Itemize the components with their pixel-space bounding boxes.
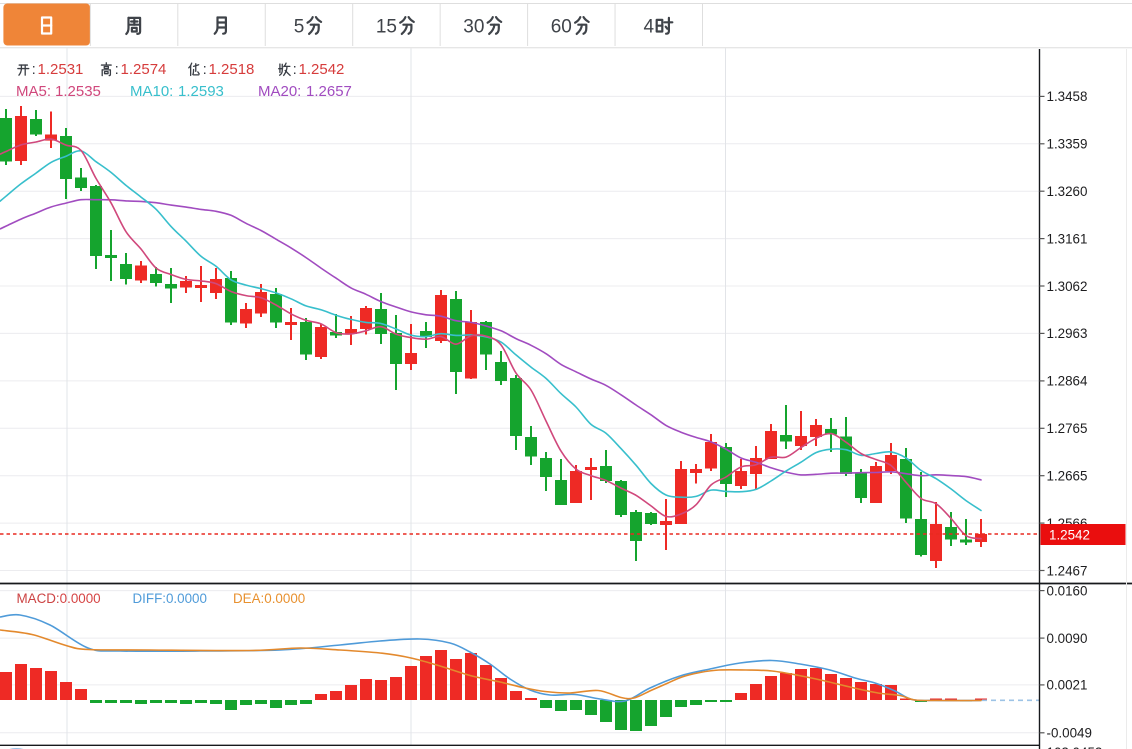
svg-text:0: 0	[561, 16, 572, 37]
svg-text:5: 5	[294, 16, 305, 37]
svg-text:1.3359: 1.3359	[1047, 137, 1088, 152]
svg-text::: :	[32, 61, 36, 78]
svg-text::: :	[203, 61, 207, 78]
svg-text:1.2467: 1.2467	[1047, 563, 1088, 578]
svg-text:5: 5	[386, 16, 397, 37]
svg-text:1.2574: 1.2574	[121, 61, 167, 78]
svg-text:3: 3	[463, 16, 474, 37]
svg-text:1.2864: 1.2864	[1047, 374, 1089, 389]
svg-text:0.0090: 0.0090	[1047, 631, 1088, 646]
svg-text:1.2518: 1.2518	[209, 61, 255, 78]
svg-text:0.0160: 0.0160	[1047, 583, 1088, 598]
svg-text:0: 0	[474, 16, 485, 37]
svg-text:1.2765: 1.2765	[1047, 421, 1088, 436]
svg-text:6: 6	[551, 16, 562, 37]
svg-text::: :	[293, 61, 297, 78]
svg-text:1.2963: 1.2963	[1047, 326, 1088, 341]
svg-text:1.3161: 1.3161	[1047, 231, 1088, 246]
svg-text:1.2542: 1.2542	[299, 61, 345, 78]
svg-text:1.2531: 1.2531	[38, 61, 84, 78]
svg-text::: :	[115, 61, 119, 78]
svg-text:1.3458: 1.3458	[1047, 89, 1088, 104]
svg-text:1.3260: 1.3260	[1047, 184, 1088, 199]
svg-text:0.0021: 0.0021	[1047, 678, 1088, 693]
svg-text:1.3062: 1.3062	[1047, 279, 1088, 294]
svg-text:1.2542: 1.2542	[1049, 527, 1090, 542]
svg-text:-0.0049: -0.0049	[1047, 726, 1092, 741]
svg-text:1: 1	[376, 16, 387, 37]
svg-text:1.2665: 1.2665	[1047, 469, 1088, 484]
svg-text:4: 4	[644, 16, 655, 37]
svg-text:102.0452: 102.0452	[1047, 745, 1103, 749]
